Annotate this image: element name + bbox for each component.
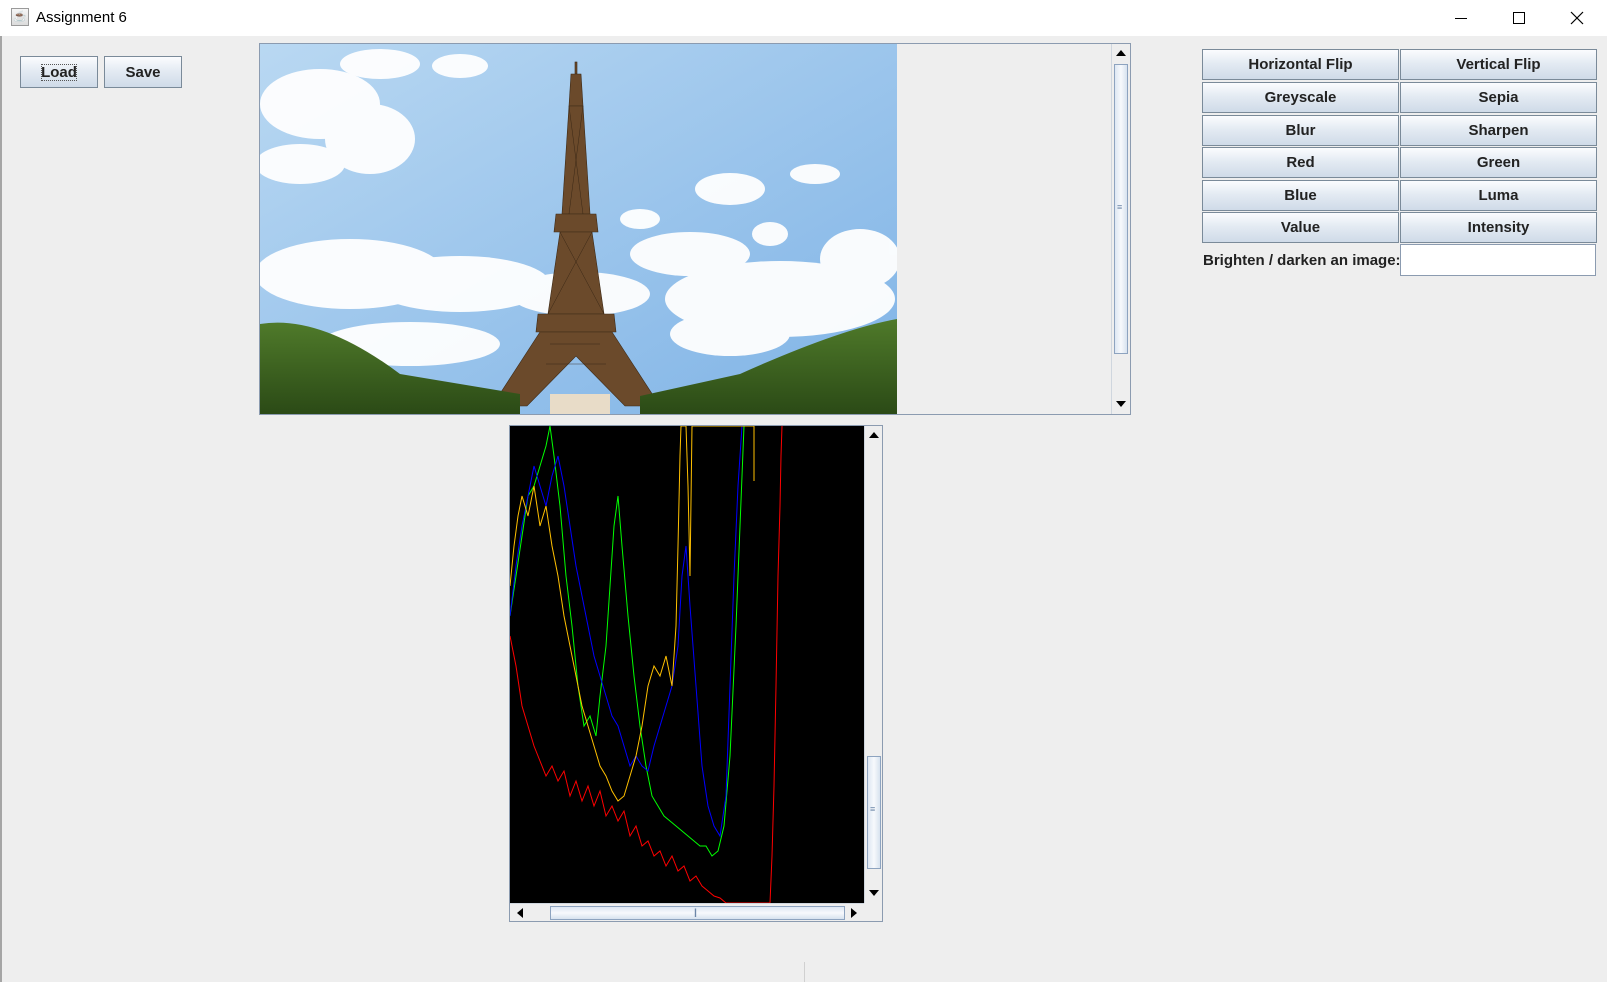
greyscale-button[interactable]: Greyscale bbox=[1202, 82, 1399, 113]
grip-icon: ≡ bbox=[870, 804, 876, 814]
histogram-green-line bbox=[510, 426, 745, 857]
histogram-horizontal-scroll-thumb[interactable]: ||| bbox=[550, 906, 845, 920]
red-button[interactable]: Red bbox=[1202, 147, 1399, 178]
grip-icon: ≡ bbox=[1117, 202, 1123, 212]
window-title: Assignment 6 bbox=[36, 9, 127, 26]
maximize-icon bbox=[1513, 12, 1525, 24]
luma-button[interactable]: Luma bbox=[1400, 180, 1597, 211]
scroll-right-arrow-icon[interactable] bbox=[851, 908, 857, 918]
window-edge bbox=[0, 36, 2, 982]
value-button[interactable]: Value bbox=[1202, 212, 1399, 243]
brighten-label: Brighten / darken an image: bbox=[1203, 252, 1401, 269]
close-button[interactable] bbox=[1548, 0, 1606, 36]
grip-icon: ||| bbox=[694, 907, 697, 917]
histogram-red-line bbox=[510, 426, 783, 903]
maximize-button[interactable] bbox=[1490, 0, 1548, 36]
eiffel-tower-image bbox=[260, 44, 897, 414]
scroll-left-arrow-icon[interactable] bbox=[517, 908, 523, 918]
histogram-vertical-scroll-thumb[interactable]: ≡ bbox=[867, 756, 881, 869]
horizontal-flip-button[interactable]: Horizontal Flip bbox=[1202, 49, 1399, 80]
histogram-plot bbox=[510, 426, 864, 903]
java-cup-icon: ☕ bbox=[11, 8, 29, 26]
histogram-scroll-pane[interactable]: ≡ ||| bbox=[509, 425, 883, 922]
brighten-input[interactable] bbox=[1400, 244, 1596, 276]
divider bbox=[804, 962, 805, 982]
image-scroll-pane[interactable]: ≡ bbox=[259, 43, 1131, 415]
sepia-button[interactable]: Sepia bbox=[1400, 82, 1597, 113]
intensity-button[interactable]: Intensity bbox=[1400, 212, 1597, 243]
scroll-up-arrow-icon[interactable] bbox=[1116, 50, 1126, 56]
green-button[interactable]: Green bbox=[1400, 147, 1597, 178]
image-vertical-scrollbar[interactable]: ≡ bbox=[1111, 44, 1130, 414]
histogram-blue-line bbox=[510, 426, 743, 838]
close-icon bbox=[1570, 11, 1584, 25]
title-bar: ☕ Assignment 6 bbox=[0, 0, 1607, 36]
image-vertical-scroll-thumb[interactable]: ≡ bbox=[1114, 64, 1128, 354]
load-button[interactable]: Load bbox=[20, 56, 98, 88]
histogram-vertical-scrollbar[interactable]: ≡ bbox=[864, 426, 882, 903]
histogram-horizontal-scrollbar[interactable]: ||| bbox=[510, 903, 864, 921]
histogram-intensity-line bbox=[510, 426, 755, 802]
blur-button[interactable]: Blur bbox=[1202, 115, 1399, 146]
minimize-icon bbox=[1455, 18, 1467, 19]
blue-button[interactable]: Blue bbox=[1202, 180, 1399, 211]
scroll-down-arrow-icon[interactable] bbox=[869, 890, 879, 896]
save-button[interactable]: Save bbox=[104, 56, 182, 88]
vertical-flip-button[interactable]: Vertical Flip bbox=[1400, 49, 1597, 80]
scroll-down-arrow-icon[interactable] bbox=[1116, 401, 1126, 407]
sharpen-button[interactable]: Sharpen bbox=[1400, 115, 1597, 146]
scroll-up-arrow-icon[interactable] bbox=[869, 432, 879, 438]
minimize-button[interactable] bbox=[1432, 0, 1490, 36]
